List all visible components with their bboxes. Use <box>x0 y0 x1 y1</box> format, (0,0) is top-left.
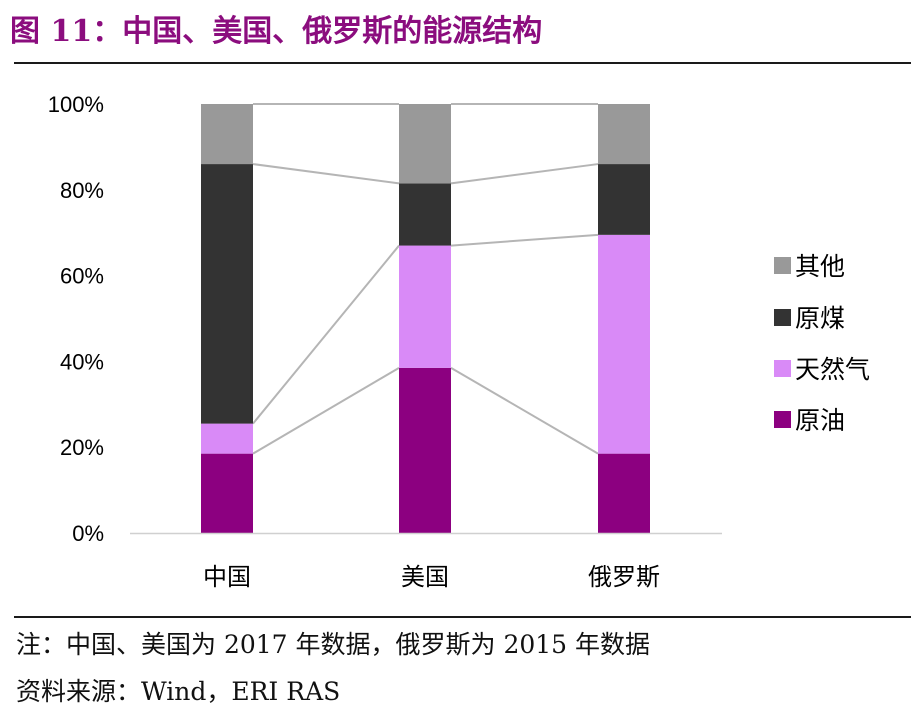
legend-label-gas: 天然气 <box>795 355 870 384</box>
x-tick-label-usa: 美国 <box>401 563 449 591</box>
bar-russia-oil <box>598 453 650 533</box>
bar-china-coal <box>201 164 253 424</box>
series-line-gas <box>450 233 599 247</box>
series-line-gas <box>252 244 400 425</box>
x-tick-label-china: 中国 <box>203 563 251 591</box>
bar-russia-gas <box>598 234 650 454</box>
bar-china-gas <box>201 423 253 454</box>
bar-usa-gas <box>399 245 451 368</box>
y-tick-label: 40% <box>60 349 104 374</box>
y-tick-label: 0% <box>72 521 104 546</box>
bar-china-other <box>201 104 253 165</box>
legend-label-coal: 原煤 <box>795 304 845 333</box>
bar-usa-other <box>399 104 451 184</box>
series-line-coal <box>252 163 400 185</box>
chart-source: 资料来源：Wind，ERI RAS <box>16 677 341 706</box>
bar-russia-coal <box>598 164 650 235</box>
y-tick-label: 20% <box>60 435 104 460</box>
bar-china-oil <box>201 453 253 533</box>
bar-russia-other <box>598 104 650 165</box>
figure-title: 图 11：中国、美国、俄罗斯的能源结构 <box>10 14 543 49</box>
y-tick-label: 60% <box>60 264 104 289</box>
legend-swatch-coal <box>774 309 791 326</box>
bottom-rule <box>14 616 911 618</box>
x-tick-label-russia: 俄罗斯 <box>588 563 660 591</box>
legend-label-oil: 原油 <box>795 406 845 435</box>
y-tick-label: 100% <box>48 92 104 117</box>
bar-usa-oil <box>399 367 451 533</box>
series-line-oil <box>252 366 400 455</box>
legend-swatch-gas <box>774 360 791 377</box>
bar-usa-coal <box>399 183 451 246</box>
legend-swatch-oil <box>774 411 791 428</box>
series-line-coal <box>450 163 599 185</box>
series-line-oil <box>450 366 599 455</box>
chart-note: 注：中国、美国为 2017 年数据，俄罗斯为 2015 年数据 <box>16 630 651 659</box>
legend-swatch-other <box>774 257 791 274</box>
y-tick-label: 80% <box>60 178 104 203</box>
legend-label-other: 其他 <box>795 252 845 281</box>
top-rule <box>14 62 911 64</box>
